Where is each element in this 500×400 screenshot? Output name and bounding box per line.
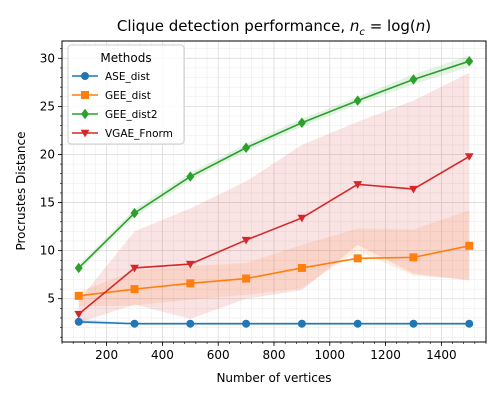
legend-label-GEE_dist2: GEE_dist2 [105,109,158,121]
data-point-ASE_dist [409,319,418,328]
confidence-band-VGAE_Fnorm [78,72,470,323]
confidence-band-GEE_dist2 [78,55,470,271]
data-point-GEE_dist2 [409,74,418,85]
x-tick-label: 1200 [370,348,401,362]
chart-title: Clique detection performance, nc = log(n… [117,17,431,38]
x-tick-label: 1400 [426,348,457,362]
series-line-ASE_dist [78,321,470,325]
legend-title: Methods [100,51,151,65]
data-point-VGAE_Fnorm [74,310,84,319]
x-axis-label: Number of vertices [216,371,331,385]
data-point-GEE_dist [242,274,251,283]
y-tick-label: 30 [40,51,55,65]
data-point-GEE_dist2 [74,262,83,274]
series-line-VGAE_Fnorm [78,155,470,315]
data-point-VGAE_Fnorm [464,153,474,161]
legend: Methods ASE_dist GEE_dist GEE_dist2 VGAE_Fn… [67,44,185,145]
x-tick-label: 200 [95,348,118,362]
data-point-GEE_dist [297,263,306,272]
legend-marker-VGAE_Fnorm [80,129,90,138]
legend-label-GEE_dist: GEE_dist [105,90,151,102]
y-tick-label: 15 [40,196,55,210]
data-point-ASE_dist [74,317,83,326]
data-point-GEE_dist [409,253,418,262]
y-tick-label: 10 [40,244,55,258]
data-point-GEE_dist2 [130,207,139,219]
data-point-ASE_dist [465,319,474,328]
data-point-VGAE_Fnorm [130,264,139,273]
data-point-GEE_dist2 [297,117,306,128]
data-point-GEE_dist [74,291,83,300]
data-point-GEE_dist [353,254,362,263]
y-axis-label: Procrustes Distance [14,131,28,250]
x-tick-label: 400 [151,348,174,362]
data-point-GEE_dist2 [242,142,251,153]
data-point-GEE_dist2 [353,95,362,106]
data-point-VGAE_Fnorm [297,214,307,223]
legend-box [67,44,185,145]
data-point-GEE_dist2 [186,171,195,182]
data-point-VGAE_Fnorm [353,181,363,189]
data-point-ASE_dist [297,319,306,328]
plot-area: 200 400 600 800 1000 1200 1400 5 10 15 20 25 30 [40,40,487,362]
data-point-ASE_dist [130,319,139,328]
data-point-GEE_dist2 [465,55,474,67]
data-point-ASE_dist [242,319,251,328]
y-tick-label: 25 [40,99,55,113]
data-point-ASE_dist [353,319,362,328]
legend-marker-GEE_dist [81,91,89,99]
data-point-GEE_dist [130,285,139,294]
series-line-GEE_dist [78,245,470,297]
y-tick-label: 5 [47,292,55,306]
confidence-band-GEE_dist [78,210,470,307]
y-tick-label: 20 [40,147,55,161]
series-line-GEE_dist2 [78,60,470,269]
legend-label-VGAE_Fnorm: VGAE_Fnorm [105,128,173,140]
data-point-VGAE_Fnorm [409,185,418,194]
legend-marker-ASE_dist [81,72,89,80]
data-point-VGAE_Fnorm [241,236,251,245]
data-point-VGAE_Fnorm [185,260,195,269]
x-tick-label: 800 [263,348,286,362]
x-tick-label: 1000 [315,348,346,362]
data-point-ASE_dist [186,319,195,328]
legend-marker-GEE_dist2 [81,108,89,120]
x-tick-label: 600 [207,348,230,362]
data-point-GEE_dist [465,241,474,250]
data-point-GEE_dist [186,279,195,288]
legend-label-ASE_dist: ASE_dist [105,71,150,83]
